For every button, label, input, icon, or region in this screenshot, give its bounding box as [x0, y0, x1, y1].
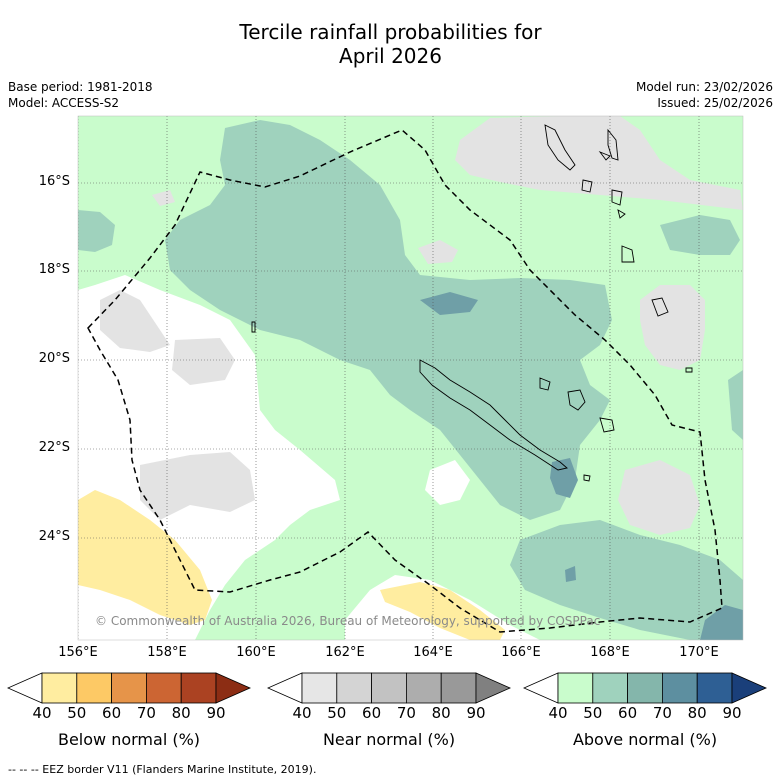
- matthew-island-outline: [651, 297, 693, 373]
- colorbar-max-extend: [215, 672, 251, 704]
- above-normal-60-70-se-corner: [700, 605, 743, 640]
- colorbar-segment: [111, 672, 147, 704]
- longitude-label: 158°E: [147, 645, 187, 660]
- colorbar-tick-label: 90: [722, 704, 742, 722]
- above-normal-60-70-spot-3: [565, 566, 576, 582]
- colorbar-title: Above normal (%): [572, 730, 718, 749]
- colorbar-tick-label: 50: [67, 704, 87, 722]
- colorbar-tick-label: 80: [171, 704, 191, 722]
- model-name: Model: ACCESS-S2: [8, 96, 120, 110]
- near-normal-small: [418, 240, 458, 264]
- colorbar-tick-label: 50: [583, 704, 603, 722]
- colorbar-segment: [696, 672, 733, 704]
- colorbar-max-extend: [731, 672, 767, 704]
- near-normal-patch-se: [618, 460, 700, 535]
- above-normal-50-60-east-band: [728, 370, 743, 440]
- vanuatu-outline: [544, 124, 635, 263]
- near-normal-patch-2: [172, 338, 235, 385]
- colorbar-tick-label: 80: [431, 704, 451, 722]
- colorbar-tick-label: 40: [548, 704, 568, 722]
- colorbar-tick-label: 60: [102, 704, 122, 722]
- colorbar-tick-label: 70: [652, 704, 672, 722]
- colorbar-tick-label: 70: [136, 704, 156, 722]
- model-run: Model run: 23/02/2026: [635, 80, 773, 94]
- colorbar-tick-label: 80: [687, 704, 707, 722]
- near-normal-patch-3: [140, 452, 255, 520]
- near-normal-small-2: [152, 190, 175, 206]
- colorbar-segment: [592, 672, 628, 704]
- colorbar-min-extend: [523, 672, 559, 704]
- colorbar-tick-label: 60: [618, 704, 638, 722]
- latitude-label: 20°S: [38, 351, 70, 366]
- longitude-label: 166°E: [501, 645, 541, 660]
- islet-1: [251, 321, 256, 333]
- metadata-left: Base period: 1981-2018 Model: ACCESS-S2: [8, 79, 153, 111]
- colorbar-segment: [627, 672, 663, 704]
- latitude-label: 22°S: [38, 440, 70, 455]
- title-line-1: Tercile rainfall probabilities for: [239, 20, 542, 44]
- colorbar-segment: [557, 672, 594, 704]
- no-signal-south-white: [425, 460, 470, 505]
- eez-footnote: -- -- -- EEZ border V11 (Flanders Marine…: [8, 763, 317, 776]
- above-normal-50-60-west: [78, 210, 115, 252]
- longitude-label: 164°E: [413, 645, 453, 660]
- map-area: [78, 116, 743, 640]
- colorbar-min-extend: [7, 672, 43, 704]
- above-normal-50-60-se: [510, 520, 743, 640]
- colorbar-segment: [41, 672, 78, 704]
- new-caledonia-outline: [419, 359, 568, 471]
- latitude-label: 18°S: [38, 262, 70, 277]
- below-normal-sw: [78, 490, 212, 625]
- colorbar-segment: [336, 672, 372, 704]
- longitude-label: 168°E: [590, 645, 630, 660]
- colorbar-title: Below normal (%): [57, 730, 201, 749]
- colorbar-min-extend: [267, 672, 303, 704]
- near-normal-patch-east: [640, 285, 705, 370]
- colorbar-segment: [145, 672, 182, 704]
- longitude-label: 162°E: [325, 645, 365, 660]
- isle-of-pines-outline: [583, 474, 591, 482]
- graticule: [78, 116, 743, 640]
- colorbar-segment: [405, 672, 442, 704]
- eez-border: [87, 129, 723, 633]
- issued-date: Issued: 25/02/2026: [657, 96, 773, 110]
- metadata-right: Model run: 23/02/2026 Issued: 25/02/2026: [636, 79, 773, 111]
- below-normal-south: [380, 582, 505, 640]
- longitude-label: 156°E: [58, 645, 98, 660]
- longitude-label: 170°E: [679, 645, 719, 660]
- colorbar-tick-label: 70: [396, 704, 416, 722]
- colorbar-segment: [180, 672, 217, 704]
- loyalty-islands-outline: [539, 377, 615, 433]
- near-normal-patch-west: [100, 290, 170, 352]
- above-normal-50-60-ne: [660, 215, 740, 255]
- colorbar-tick-label: 90: [466, 704, 486, 722]
- longitude-label: 160°E: [236, 645, 276, 660]
- colorbar-tick-label: 50: [327, 704, 347, 722]
- colorbar-segment: [371, 672, 407, 704]
- colorbar-segment: [301, 672, 338, 704]
- colorbar-max-extend: [475, 672, 511, 704]
- colorbars: [7, 672, 767, 704]
- latitude-label: 16°S: [38, 174, 70, 189]
- colorbar-tick-label: 40: [32, 704, 52, 722]
- latitude-label: 24°S: [38, 529, 70, 544]
- map-frame: [77, 115, 744, 641]
- colorbar-tick-label: 40: [292, 704, 312, 722]
- copyright-notice: © Commonwealth of Australia 2026, Bureau…: [95, 614, 601, 628]
- colorbar-segment: [440, 672, 477, 704]
- colorbar-tick-label: 90: [206, 704, 226, 722]
- colorbar-tick-label: 60: [362, 704, 382, 722]
- base-period: Base period: 1981-2018: [8, 80, 153, 94]
- above-normal-60-70-spot-1: [420, 292, 478, 315]
- colorbar-title: Near normal (%): [322, 730, 456, 749]
- coastlines: [251, 124, 693, 482]
- above-normal-60-70-spot-2: [550, 458, 578, 498]
- colorbar-segment: [76, 672, 113, 704]
- colorbar-segment: [662, 672, 698, 704]
- above-normal-50-60-main: [165, 120, 612, 520]
- near-normal-patch-ne: [455, 116, 743, 210]
- title-line-2: April 2026: [339, 44, 442, 68]
